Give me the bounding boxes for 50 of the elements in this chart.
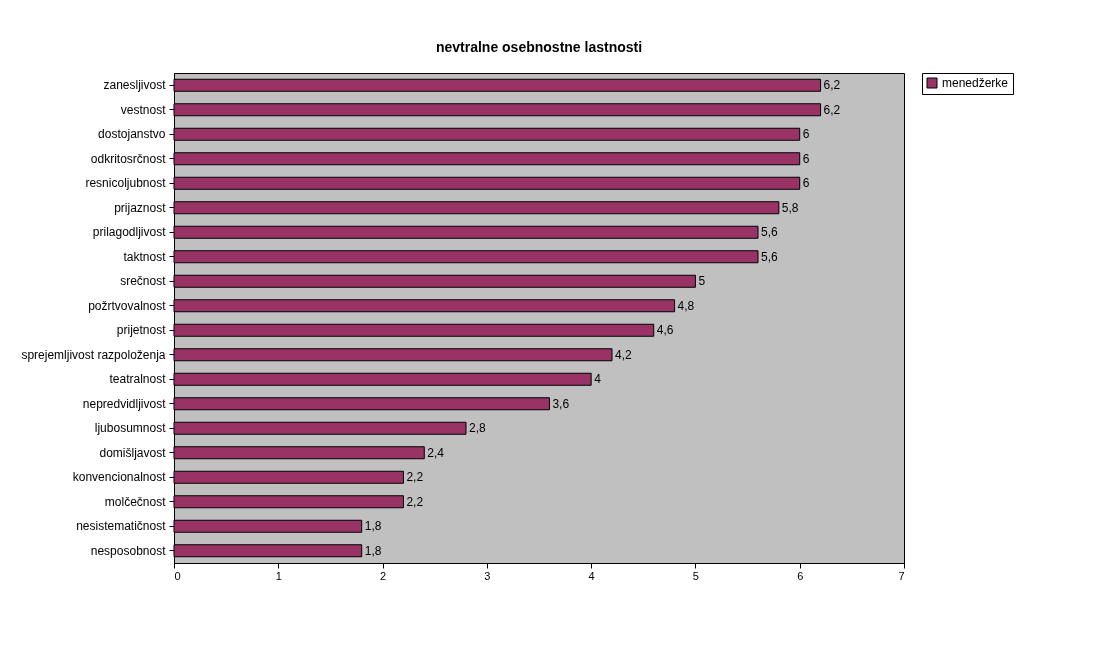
data-label: 4,8 (677, 298, 695, 313)
data-label: 4 (594, 372, 602, 387)
data-label: 6 (802, 176, 810, 191)
data-label: 4,2 (615, 347, 633, 362)
data-label: 4,6 (656, 323, 674, 338)
y-tick-label: nesistematičnost (76, 519, 167, 534)
x-tick-label: 4 (588, 569, 595, 582)
data-label: 2,8 (469, 421, 487, 436)
y-tick-label: prijaznost (114, 200, 167, 215)
data-label: 1,8 (364, 543, 382, 558)
y-tick-label: zanesljivost (103, 78, 167, 93)
data-label: 5 (698, 274, 706, 289)
y-tick-label: dostojanstvo (98, 127, 166, 142)
y-tick-label: prijetnost (116, 323, 167, 338)
y-tick-label: požrtvovalnost (88, 298, 167, 313)
y-tick-label: resnicoljubnost (85, 176, 167, 191)
y-tick-label: srečnost (120, 274, 167, 289)
x-tick-label: 1 (275, 569, 282, 582)
data-label: 3,6 (552, 396, 570, 411)
y-tick-label: molčečnost (104, 494, 167, 509)
y-tick-label: vestnost (120, 102, 167, 117)
x-tick-label: 7 (898, 569, 905, 582)
x-tick-label: 2 (380, 569, 387, 582)
data-label: 2,2 (406, 470, 424, 485)
data-label: 5,8 (781, 200, 799, 215)
data-label: 6 (802, 151, 810, 166)
chart-title: nevtralne osebnostne lastnosti (435, 38, 643, 55)
x-tick-label: 6 (797, 569, 804, 582)
y-tick-label: domišljavost (99, 445, 167, 460)
x-tick-label: 3 (484, 569, 491, 582)
y-tick-label: teatralnost (109, 372, 167, 387)
data-label: 5,6 (761, 249, 779, 264)
y-tick-label: odkritosrčnost (90, 151, 167, 166)
data-label: 2,2 (406, 494, 424, 509)
data-label: 6 (802, 127, 810, 142)
y-tick-label: nesposobnost (90, 543, 167, 558)
y-tick-label: nepredvidljivost (82, 396, 167, 411)
data-label: 5,6 (761, 225, 779, 240)
y-tick-label: ljubosumnost (94, 421, 167, 436)
y-tick-label: konvencionalnost (72, 470, 167, 485)
x-tick-label: 0 (174, 569, 181, 582)
data-label: 2,4 (427, 445, 445, 460)
data-label: 1,8 (364, 519, 382, 534)
y-tick-label: prilagodljivost (92, 225, 167, 240)
x-tick-label: 5 (692, 569, 699, 582)
data-label: 6,2 (823, 78, 841, 93)
data-label: 6,2 (823, 102, 841, 117)
y-tick-label: taktnost (123, 249, 167, 264)
legend-label: menedžerke (942, 76, 1009, 90)
y-tick-label: sprejemljivost razpoloženja (21, 347, 166, 362)
